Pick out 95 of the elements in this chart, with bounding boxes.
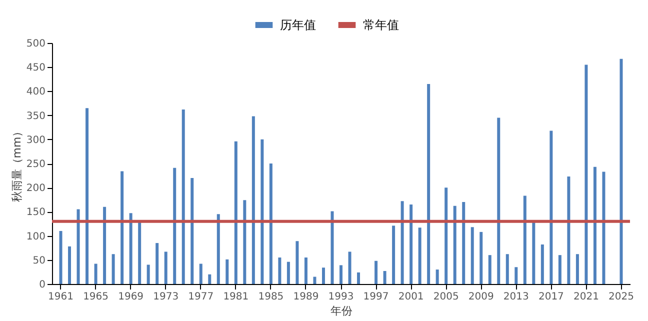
- bar: [567, 176, 570, 284]
- bar: [313, 276, 316, 284]
- bar: [59, 230, 62, 284]
- bar: [400, 201, 404, 284]
- bar: [444, 188, 448, 284]
- bar: [243, 200, 246, 284]
- x-tick-label: 1993: [328, 292, 354, 302]
- bar: [593, 166, 596, 284]
- bar: [532, 221, 536, 284]
- bar: [523, 196, 526, 284]
- bar: [453, 206, 456, 284]
- bar: [304, 257, 308, 284]
- y-tick-label: 150: [26, 207, 46, 218]
- bar: [436, 270, 439, 284]
- bar: [514, 267, 518, 284]
- legend-label: 历年值: [280, 18, 316, 32]
- bar: [269, 164, 272, 284]
- bar: [584, 64, 588, 284]
- bar: [278, 257, 282, 284]
- x-tick-label: 1965: [83, 292, 109, 302]
- bar: [226, 259, 229, 284]
- bar: [173, 168, 176, 284]
- y-tick-label: 300: [26, 134, 46, 146]
- bar: [260, 139, 264, 284]
- x-tick-label: 2013: [503, 292, 529, 302]
- x-tick-label: 2009: [468, 292, 494, 302]
- bar: [199, 264, 202, 284]
- bar: [286, 262, 290, 284]
- bar: [190, 178, 194, 284]
- bar: [156, 243, 159, 284]
- y-tick-label: 450: [26, 62, 46, 74]
- bar: [357, 272, 360, 284]
- bar: [112, 254, 115, 284]
- x-tick-label: 2021: [573, 292, 599, 302]
- x-tick-label: 1985: [258, 292, 284, 302]
- bar: [164, 252, 168, 284]
- x-tick-label: 1961: [48, 292, 74, 302]
- bar: [576, 254, 579, 284]
- x-tick-label: 2005: [433, 292, 459, 302]
- bar: [94, 264, 98, 284]
- legend-label: 常年值: [363, 18, 399, 32]
- x-tick-label: 2025: [608, 292, 634, 302]
- bar: [462, 202, 466, 284]
- y-tick-label: 250: [26, 159, 46, 170]
- bar: [558, 255, 562, 284]
- bar: [506, 254, 509, 284]
- bar: [470, 227, 474, 284]
- bar: [550, 130, 553, 284]
- bar: [392, 226, 396, 284]
- bar: [252, 116, 255, 284]
- x-tick-label: 1989: [293, 292, 319, 302]
- x-tick-label: 1977: [188, 292, 214, 302]
- y-tick-label: 400: [26, 86, 46, 98]
- bar: [68, 246, 72, 284]
- bar: [296, 241, 299, 284]
- bar: [410, 204, 413, 284]
- bar: [182, 110, 185, 284]
- bar: [322, 268, 325, 284]
- x-tick-label: 2017: [538, 292, 564, 302]
- bar: [340, 265, 342, 284]
- x-tick-label: 1981: [223, 292, 249, 302]
- bar: [103, 206, 106, 284]
- y-tick-label: 350: [26, 110, 46, 122]
- bar: [76, 209, 80, 284]
- bar: [602, 172, 606, 284]
- bar: [418, 228, 422, 284]
- bar: [620, 58, 623, 284]
- x-tick-label: 1997: [363, 292, 389, 302]
- x-tick-label: 2001: [398, 292, 424, 302]
- bar: [208, 274, 212, 284]
- y-tick-label: 200: [26, 183, 46, 194]
- bar: [497, 118, 500, 284]
- x-axis-title: 年份: [330, 304, 352, 318]
- bar: [348, 252, 352, 284]
- y-axis-title: 秋雨量（mm）: [10, 126, 24, 202]
- y-tick-label: 500: [26, 38, 46, 50]
- y-tick-label: 50: [32, 255, 46, 266]
- x-tick-label: 1969: [118, 292, 144, 302]
- bar: [488, 255, 492, 284]
- bar: [216, 214, 220, 284]
- bar: [480, 232, 483, 284]
- bar: [146, 264, 150, 284]
- bar: [427, 84, 430, 284]
- bar: [86, 108, 89, 284]
- bar: [234, 141, 238, 284]
- x-tick-label: 1973: [153, 292, 179, 302]
- y-tick-label: 0: [39, 280, 46, 290]
- y-tick-label: 100: [26, 231, 46, 242]
- bar: [138, 222, 142, 284]
- bar: [330, 211, 334, 284]
- bar: [374, 260, 378, 284]
- bar: [383, 270, 386, 284]
- bar: [129, 213, 132, 284]
- bar: [120, 171, 124, 284]
- bar: [540, 244, 544, 284]
